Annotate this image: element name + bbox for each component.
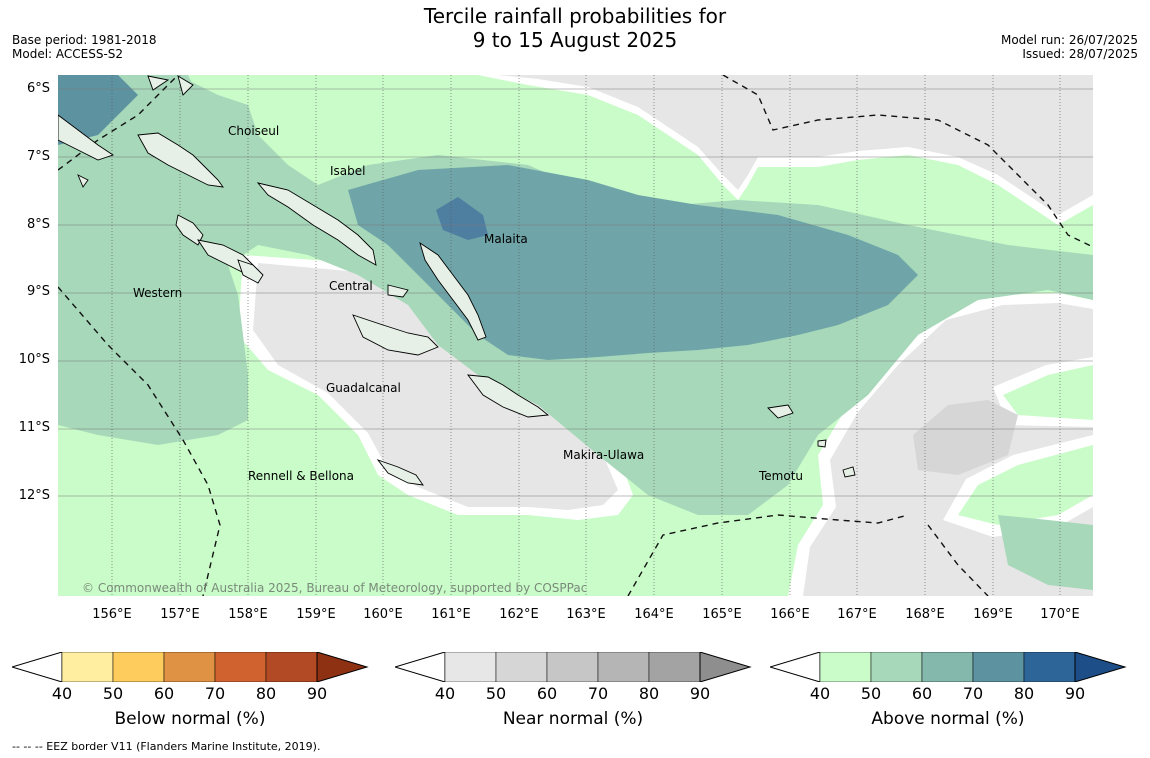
legend-near-tick-80: 80 — [638, 684, 660, 703]
lon-label-169e: 169°E — [973, 607, 1013, 622]
legend-near-tick-60: 60 — [536, 684, 558, 703]
copyright-notice: © Commonwealth of Australia 2025, Bureau… — [82, 581, 588, 595]
lat-label-9s: 9°S — [26, 284, 50, 299]
colorbar-above-normal — [768, 651, 1127, 683]
map-gridlines — [58, 88, 1093, 497]
lat-label-6s: 6°S — [26, 81, 50, 96]
colorbar-near-normal — [393, 651, 752, 683]
issued-text: Issued: 28/07/2025 — [1022, 47, 1138, 61]
legend-near-normal — [393, 651, 755, 686]
probability-map — [58, 75, 1093, 596]
lon-label-165e: 165°E — [702, 607, 742, 622]
legend-above-tick-80: 80 — [1013, 684, 1035, 703]
lat-label-8s: 8°S — [26, 217, 50, 232]
lon-label-160e: 160°E — [363, 607, 403, 622]
colorbar-below-normal — [10, 651, 369, 683]
legend-below-normal-title: Below normal (%) — [114, 709, 266, 729]
legend-above-normal-title: Above normal (%) — [871, 709, 1025, 729]
lon-label-170e: 170°E — [1040, 607, 1080, 622]
lat-label-7s: 7°S — [26, 149, 50, 164]
lat-label-11s: 11°S — [18, 420, 50, 435]
model-text: Model: ACCESS-S2 — [12, 47, 124, 61]
lon-label-166e: 166°E — [770, 607, 810, 622]
legend-above-tick-60: 60 — [911, 684, 933, 703]
region-label-choiseul: Choiseul — [228, 124, 280, 138]
base-period-text: Base period: 1981-2018 — [12, 33, 157, 47]
lon-label-167e: 167°E — [837, 607, 877, 622]
lat-label-12s: 12°S — [18, 488, 50, 503]
region-label-central: Central — [329, 279, 373, 293]
region-label-rennell-bellona: Rennell & Bellona — [248, 469, 355, 483]
legend-near-tick-40: 40 — [434, 684, 456, 703]
legend-below-tick-80: 80 — [255, 684, 277, 703]
legend-above-tick-70: 70 — [962, 684, 984, 703]
legend-below-tick-90: 90 — [306, 684, 328, 703]
lon-label-161e: 161°E — [431, 607, 471, 622]
region-label-guadalcanal: Guadalcanal — [326, 381, 401, 395]
lon-label-158e: 158°E — [228, 607, 268, 622]
near-normal-regions — [238, 75, 1093, 596]
lon-label-159e: 159°E — [296, 607, 336, 622]
lon-label-162e: 162°E — [499, 607, 539, 622]
eez-border-footnote: -- -- -- EEZ border V11 (Flanders Marine… — [12, 740, 321, 753]
legend-above-normal — [768, 651, 1130, 686]
lon-label-164e: 164°E — [634, 607, 674, 622]
legend-below-tick-60: 60 — [153, 684, 175, 703]
region-label-western: Western — [133, 286, 183, 300]
legend-near-tick-90: 90 — [689, 684, 711, 703]
eez-border-lines — [58, 75, 1093, 596]
legend-above-tick-90: 90 — [1064, 684, 1086, 703]
island-coastlines — [58, 75, 856, 486]
legend-near-tick-70: 70 — [587, 684, 609, 703]
lon-label-163e: 163°E — [566, 607, 606, 622]
region-label-isabel: Isabel — [330, 164, 366, 178]
model-run-text: Model run: 26/07/2025 — [1000, 33, 1138, 47]
lon-label-168e: 168°E — [905, 607, 945, 622]
legend-near-tick-50: 50 — [485, 684, 507, 703]
legend-above-tick-40: 40 — [809, 684, 831, 703]
legend-near-normal-title: Near normal (%) — [502, 709, 644, 729]
legend-below-tick-70: 70 — [204, 684, 226, 703]
region-label-temotu: Temotu — [759, 469, 804, 483]
legend-below-tick-40: 40 — [51, 684, 73, 703]
map-canvas — [58, 75, 1093, 596]
legend-above-tick-50: 50 — [860, 684, 882, 703]
region-label-makira-ulawa: Makira-Ulawa — [563, 448, 645, 462]
above-normal-70-region — [436, 197, 488, 240]
legend-below-tick-50: 50 — [102, 684, 124, 703]
map-title-line-2: 9 to 15 August 2025 — [472, 28, 678, 52]
lat-label-10s: 10°S — [18, 352, 50, 367]
lon-label-156e: 156°E — [92, 607, 132, 622]
lon-label-157e: 157°E — [160, 607, 200, 622]
legend-below-normal — [10, 651, 372, 686]
above-normal-60-regions — [58, 75, 918, 360]
map-title-line-1: Tercile rainfall probabilities for — [423, 4, 727, 28]
region-label-malaita: Malaita — [484, 232, 528, 246]
